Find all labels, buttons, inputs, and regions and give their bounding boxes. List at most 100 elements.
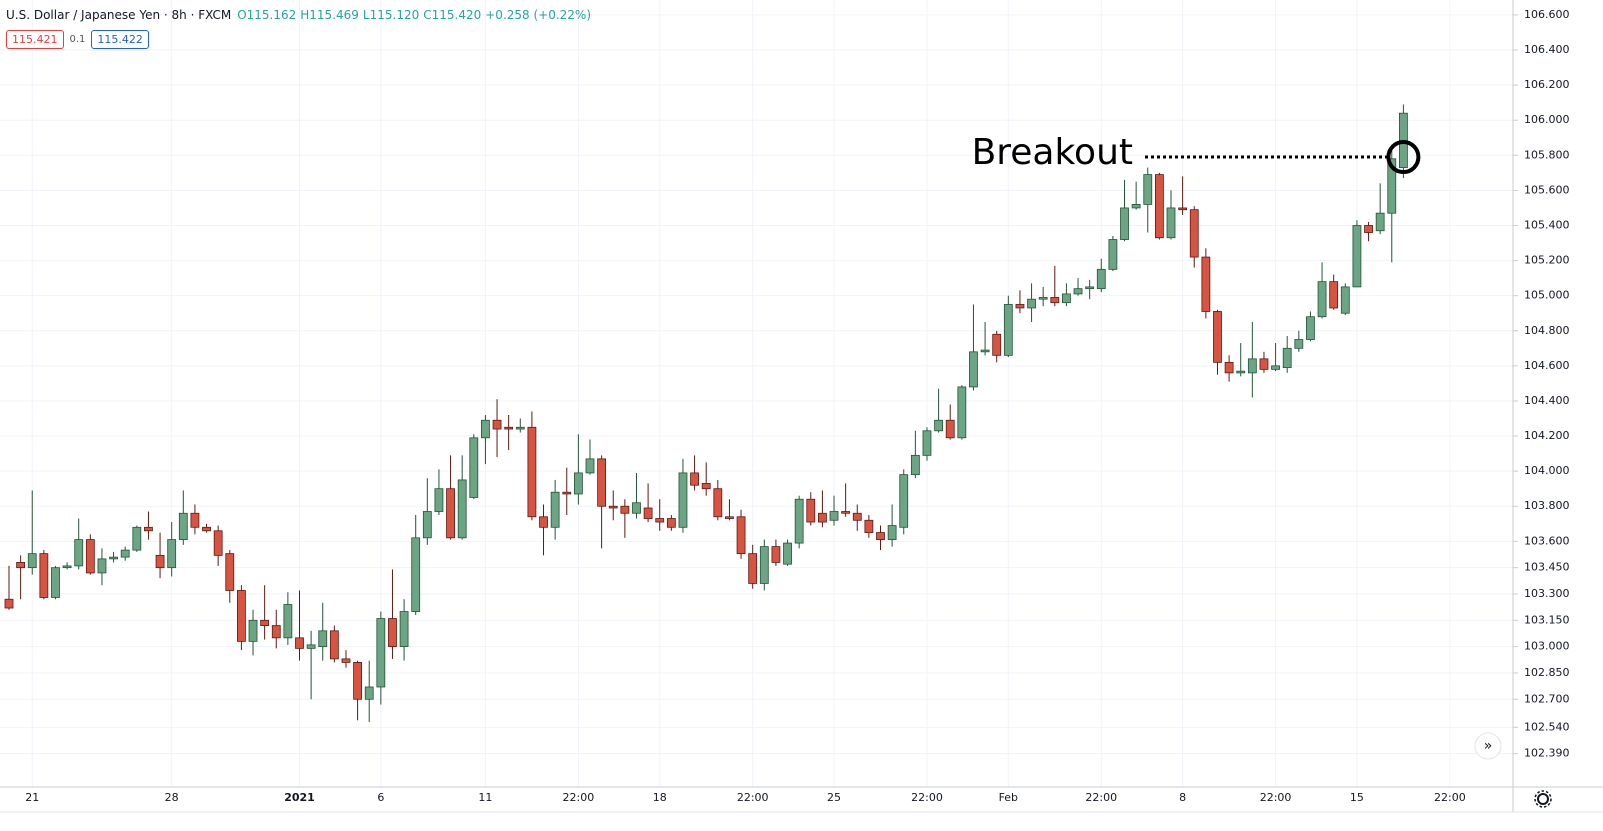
candle-body — [353, 662, 363, 700]
candle-body — [1166, 207, 1176, 239]
candle-body — [1201, 256, 1211, 312]
candle-body — [806, 498, 816, 523]
candle-body — [1189, 209, 1199, 258]
candle-body — [643, 507, 653, 519]
candle-body — [1038, 297, 1048, 300]
candle-body — [573, 472, 583, 495]
candle-body — [202, 526, 211, 532]
change-value: +0.258 (+0.22%) — [485, 8, 592, 22]
candle-body — [481, 419, 490, 439]
y-tick-label: 106.400 — [1524, 43, 1570, 56]
candle-body — [248, 619, 258, 642]
candle-body — [992, 333, 1002, 356]
y-tick-label: 104.200 — [1524, 429, 1570, 442]
candle-body — [85, 539, 95, 574]
buy-price[interactable]: 115.422 — [91, 30, 149, 49]
y-tick-label: 104.000 — [1524, 464, 1570, 477]
candle-body — [376, 618, 386, 688]
candle-body — [829, 511, 839, 521]
ohlc-value: L115.120 — [362, 8, 420, 22]
candle-body — [957, 386, 967, 439]
x-tick-label: 15 — [1350, 791, 1364, 804]
x-tick-label: 28 — [165, 791, 179, 804]
candle-body — [713, 488, 723, 518]
candle-body — [213, 530, 223, 556]
y-tick-label: 105.200 — [1524, 254, 1570, 267]
candle-body — [1224, 361, 1234, 374]
x-tick-label: 11 — [478, 791, 492, 804]
candle-body — [771, 546, 781, 563]
candle-body — [144, 526, 153, 532]
candle-body — [1062, 293, 1071, 304]
candle-body — [341, 658, 351, 663]
candle-body — [1271, 365, 1280, 370]
candle-body — [655, 518, 665, 523]
candle-body — [759, 546, 769, 584]
candle-body — [457, 479, 467, 539]
candle-body — [1259, 358, 1269, 370]
x-tick-label: 8 — [1179, 791, 1186, 804]
candle-body — [527, 426, 537, 518]
y-tick-label: 105.000 — [1524, 289, 1570, 302]
candle-body — [678, 472, 688, 528]
candle-body — [1143, 174, 1153, 205]
candle-body — [271, 625, 281, 639]
candle-body — [318, 630, 328, 648]
ohlc-value: C115.420 — [423, 8, 482, 22]
candle-body — [167, 539, 177, 569]
candle-body — [1178, 207, 1188, 211]
candle-body — [701, 483, 711, 490]
breakout-circle — [1386, 140, 1421, 175]
y-tick-label: 102.390 — [1524, 747, 1570, 760]
grid — [0, 0, 1513, 787]
y-tick-label: 103.150 — [1524, 613, 1570, 626]
x-tick-label: 22:00 — [563, 791, 595, 804]
candles — [4, 104, 1408, 723]
candle-body — [260, 619, 270, 626]
y-tick-label: 106.600 — [1524, 8, 1570, 21]
y-tick-label: 102.540 — [1524, 720, 1570, 733]
candle-body — [364, 686, 374, 700]
candle-body — [864, 519, 874, 533]
candle-body — [515, 426, 525, 430]
candle-body — [690, 472, 699, 486]
candle-body — [411, 537, 421, 612]
candle-body — [16, 561, 26, 569]
candle-body — [1236, 370, 1246, 374]
candle-body — [469, 437, 479, 498]
x-tick-label: 22:00 — [1434, 791, 1466, 804]
candle-body — [283, 604, 293, 639]
candle-body — [1027, 298, 1036, 309]
sell-price[interactable]: 115.421 — [6, 30, 64, 49]
candle-body — [980, 349, 990, 353]
candle-body — [1364, 225, 1373, 233]
candle-body — [736, 516, 746, 555]
candle-body — [666, 518, 676, 528]
scroll-button[interactable]: » — [1474, 732, 1502, 760]
y-tick-label: 106.200 — [1524, 78, 1570, 91]
y-tick-label: 105.600 — [1524, 183, 1570, 196]
candle-body — [1131, 204, 1141, 209]
candle-body — [422, 511, 432, 539]
candle-body — [608, 505, 618, 509]
candle-body — [51, 567, 60, 598]
candle-body — [725, 516, 734, 519]
x-tick-label: Feb — [999, 791, 1018, 804]
candle-body — [969, 351, 978, 388]
candle-body — [910, 454, 920, 476]
candle-body — [109, 556, 118, 560]
y-tick-label: 104.400 — [1524, 394, 1570, 407]
y-tick-label: 102.700 — [1524, 692, 1570, 705]
candle-body — [295, 637, 304, 649]
candle-body — [388, 618, 397, 648]
candle-body — [236, 590, 246, 642]
candle-body — [446, 488, 455, 539]
candle-body — [1282, 347, 1292, 369]
candle-body — [399, 611, 409, 648]
candle-body — [585, 458, 595, 474]
x-tick-label: 22:00 — [1085, 791, 1117, 804]
candle-body — [852, 512, 862, 521]
settings-button[interactable] — [1534, 790, 1552, 808]
x-tick-label: 22:00 — [737, 791, 769, 804]
annotation-text: Breakout — [972, 132, 1133, 173]
